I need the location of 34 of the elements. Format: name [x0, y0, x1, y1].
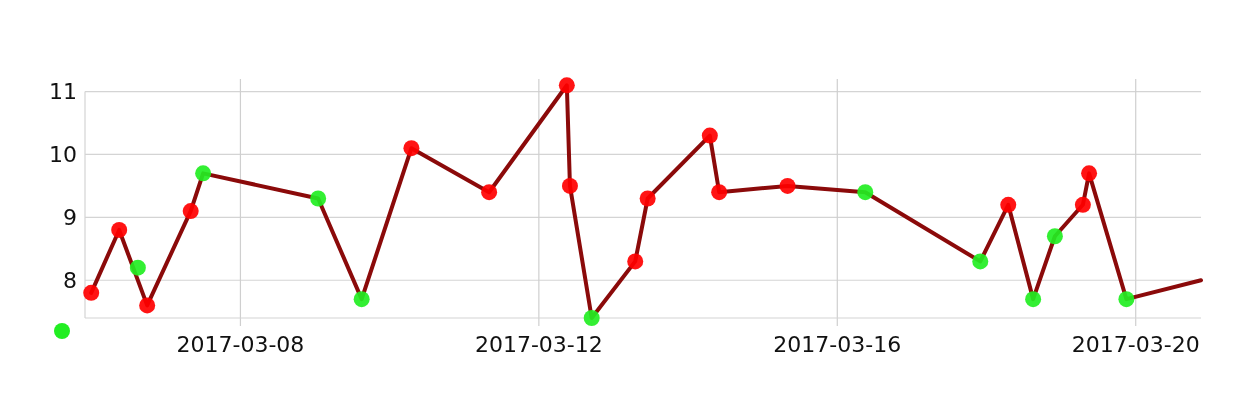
- x-tick-label: 2017-03-16: [773, 332, 902, 357]
- point: [639, 190, 656, 207]
- y-tick-label: 10: [49, 142, 77, 168]
- point: [310, 190, 327, 207]
- point: [627, 253, 644, 270]
- point: [195, 165, 212, 182]
- point: [1000, 196, 1017, 213]
- point: [701, 127, 718, 144]
- point: [857, 184, 874, 201]
- point: [583, 310, 600, 326]
- point: [1081, 165, 1098, 182]
- point: [139, 297, 156, 314]
- point: [558, 77, 575, 94]
- point: [1025, 291, 1042, 308]
- x-tick-label: 2017-03-20: [1071, 332, 1200, 357]
- point: [403, 140, 420, 157]
- point: [561, 177, 578, 194]
- point: [1118, 291, 1135, 308]
- point: [972, 253, 989, 270]
- point: [111, 221, 128, 238]
- y-tick-label: 8: [63, 267, 77, 293]
- y-tick-label: 9: [63, 205, 77, 231]
- x-tick-label: 2017-03-12: [474, 332, 603, 357]
- point: [779, 177, 796, 194]
- point: [1074, 196, 1091, 213]
- point: [129, 259, 146, 276]
- y-tick-label: 11: [49, 79, 77, 105]
- point: [353, 291, 370, 308]
- point: [711, 184, 728, 201]
- point: [83, 284, 100, 301]
- point: [481, 184, 498, 201]
- point: [182, 203, 199, 220]
- point: [1046, 228, 1063, 245]
- x-tick-label: 2017-03-08: [176, 332, 305, 357]
